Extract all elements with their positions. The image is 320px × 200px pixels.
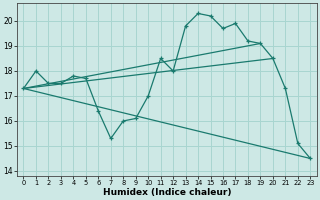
X-axis label: Humidex (Indice chaleur): Humidex (Indice chaleur) [103,188,231,197]
